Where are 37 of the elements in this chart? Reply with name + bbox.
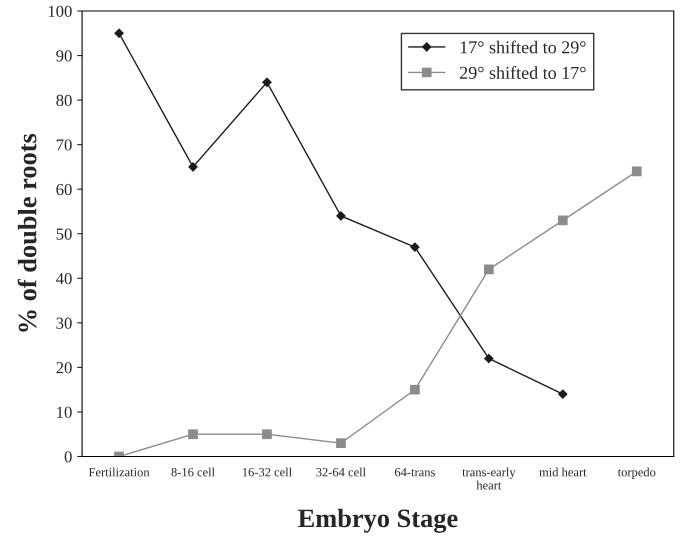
- y-tick-label: 50: [56, 228, 72, 240]
- y-tick-label: 60: [56, 184, 72, 196]
- point: [188, 162, 198, 172]
- y-tick-label: 0: [64, 451, 72, 462]
- y-tick-label: 100: [48, 6, 72, 17]
- point: [410, 384, 420, 395]
- point: [558, 216, 568, 226]
- y-tick-label: 20: [56, 362, 72, 374]
- x-tick-label: Fertilization: [88, 468, 150, 476]
- x-tick-label: 16-32 cell: [242, 468, 292, 476]
- x-tick-label: mid heart: [539, 468, 587, 476]
- y-axis-title: % of double roots: [18, 134, 37, 332]
- x-tick-label: trans-early heart: [462, 468, 516, 490]
- point: [484, 354, 494, 364]
- y-tick-label: 30: [56, 318, 72, 329]
- legend-label: 17° shifted to 29°: [460, 40, 586, 54]
- point: [188, 429, 198, 440]
- point: [114, 28, 124, 38]
- y-tick-label: 40: [56, 273, 72, 284]
- point: [262, 78, 272, 87]
- x-tick-label: torpedo: [618, 468, 656, 479]
- point: [336, 438, 346, 448]
- point: [336, 211, 346, 221]
- y-tick-label: 10: [57, 406, 72, 418]
- point: [262, 429, 272, 440]
- y-tick-label: 90: [56, 50, 72, 62]
- point: [484, 264, 494, 274]
- x-tick-label: 32-64 cell: [316, 468, 366, 476]
- point: [558, 390, 568, 399]
- x-tick-label: 64-trans: [394, 468, 435, 476]
- point: [632, 166, 642, 176]
- y-tick-label: 70: [56, 139, 72, 151]
- legend-label: 29° shifted to 17°: [460, 66, 586, 79]
- y-tick-label: 80: [56, 94, 72, 106]
- point: [410, 242, 420, 252]
- x-axis-title: Embryo Stage: [298, 508, 458, 533]
- x-tick-label: 8-16 cell: [171, 468, 215, 476]
